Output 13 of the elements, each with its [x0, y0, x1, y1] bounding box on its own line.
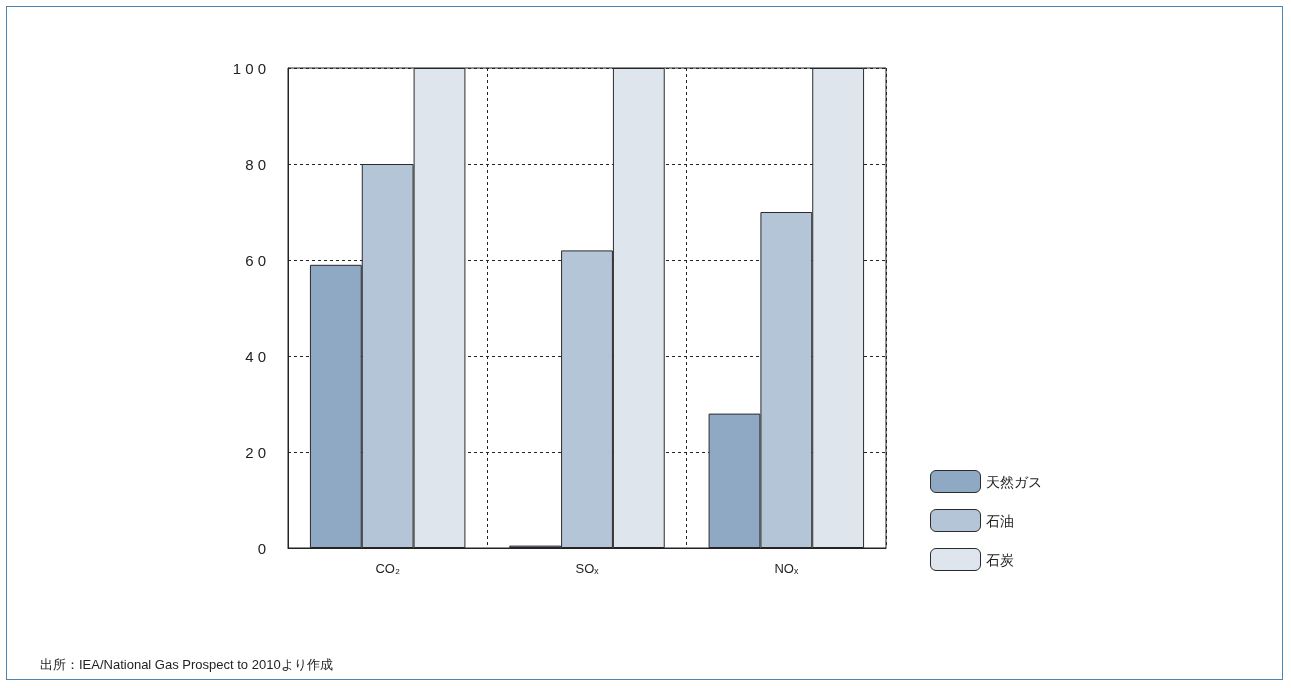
- text: 出所：IEA/National Gas Prospect to 2010より作成: [40, 657, 333, 672]
- x-tick-label: CO₂: [375, 561, 400, 576]
- y-tick-label: 4 0: [245, 347, 266, 365]
- y-tick-label: 0: [257, 539, 266, 557]
- legend-label: 石油: [985, 512, 1014, 529]
- y-tick-label: 2 0: [245, 443, 266, 461]
- legend-label: 石炭: [985, 551, 1014, 568]
- y-tick-label: 6 0: [245, 251, 266, 269]
- x-tick-label: NOₓ: [774, 561, 799, 576]
- y-tick-label: 1 0 0: [232, 59, 266, 77]
- x-tick-label: SOₓ: [575, 561, 600, 576]
- legend-label: 天然ガス: [985, 473, 1042, 490]
- y-tick-label: 8 0: [245, 155, 266, 173]
